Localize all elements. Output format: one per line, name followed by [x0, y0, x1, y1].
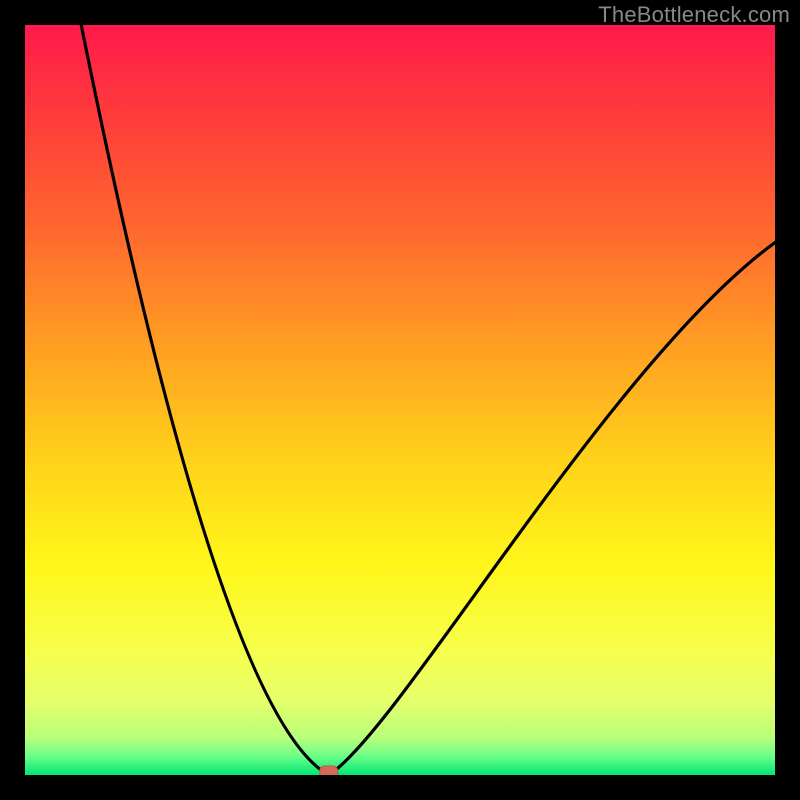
plot-background-gradient [25, 25, 775, 775]
watermark-text: TheBottleneck.com [598, 2, 790, 28]
figure-root: TheBottleneck.com [0, 0, 800, 800]
bottleneck-chart [0, 0, 800, 800]
